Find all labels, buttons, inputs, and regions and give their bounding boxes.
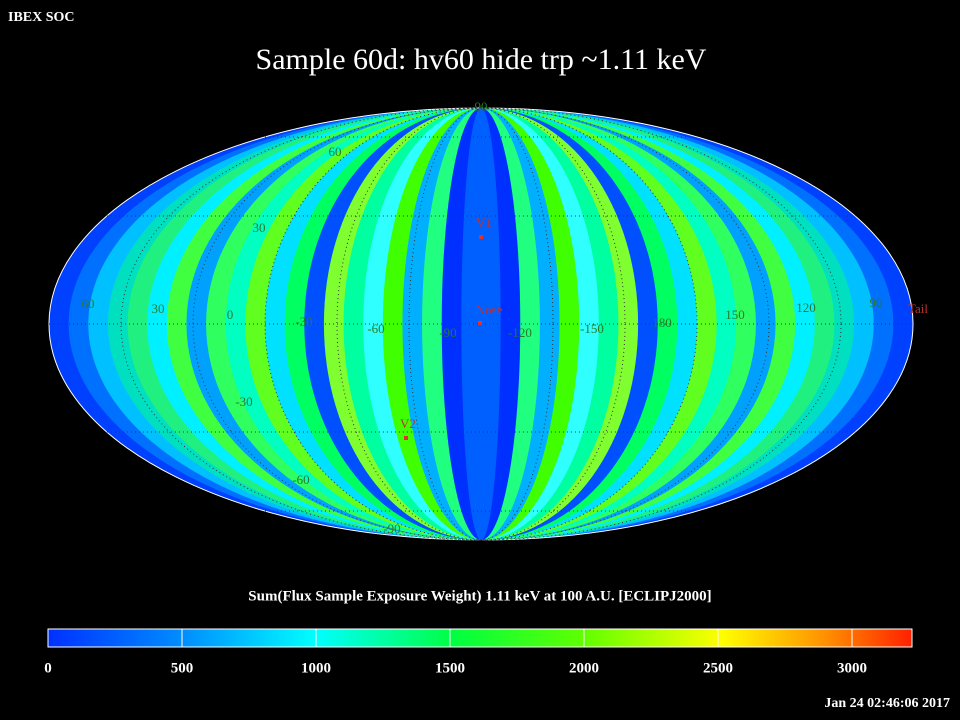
longitude-label: 150 xyxy=(725,307,745,322)
latitude-label: -90 xyxy=(383,521,400,536)
marker-label: Tail xyxy=(908,301,928,316)
colorbar-tick-label: 3000 xyxy=(837,660,867,676)
map-labels: 60 30 0 -30 -60 -90 -120 -150 180 150 120 90 90 60 30 -… xyxy=(82,99,929,536)
marker-label: V2 xyxy=(400,416,416,431)
latitude-label: 90 xyxy=(475,99,488,114)
meridian-line xyxy=(120,107,842,541)
meridian-line xyxy=(336,107,626,541)
colorbar-tick-label: 2500 xyxy=(703,660,733,676)
meridian-line xyxy=(264,107,698,541)
header: IBEX SOC xyxy=(8,10,75,25)
longitude-label: -120 xyxy=(508,325,532,340)
meridian-line xyxy=(192,107,770,541)
marker-dot xyxy=(478,321,482,325)
longitude-label: -90 xyxy=(439,325,456,340)
longitude-label: -60 xyxy=(367,321,384,336)
longitude-label: -30 xyxy=(295,314,312,329)
colorbar-tick-label: 1500 xyxy=(435,660,465,676)
latitude-label: -30 xyxy=(235,394,252,409)
longitude-label: 90 xyxy=(870,295,883,310)
colorbar-tick-label: 1000 xyxy=(301,660,331,676)
longitude-label: 30 xyxy=(152,301,165,316)
latitude-label: 30 xyxy=(253,220,266,235)
longitude-label: 120 xyxy=(796,300,816,315)
colorbar-tick-label: 2000 xyxy=(569,660,599,676)
longitude-label: 180 xyxy=(652,315,672,330)
colorbar-tick-label: 0 xyxy=(44,660,52,676)
longitude-label: -150 xyxy=(580,321,604,336)
colorbar-ticks: 0 500 1000 1500 2000 2500 3000 xyxy=(44,629,867,676)
longitude-label: 0 xyxy=(227,307,234,322)
meridian-line xyxy=(408,107,554,541)
timestamp: Jan 24 02:46:06 2017 xyxy=(824,696,950,711)
map-grid xyxy=(49,107,913,541)
latitude-label: 60 xyxy=(329,144,342,159)
marker-label: Nose xyxy=(476,302,503,317)
colorbar-label: Sum(Flux Sample Exposure Weight) 1.11 ke… xyxy=(248,588,711,604)
marker-dot xyxy=(479,235,483,239)
marker-dot xyxy=(404,436,408,440)
marker-label: V1 xyxy=(476,215,492,230)
colorbar xyxy=(47,628,913,648)
latitude-label: -60 xyxy=(292,472,309,487)
colorbar-tick-label: 500 xyxy=(171,660,194,676)
title: Sample 60d: hv60 hide trp ~1.11 keV xyxy=(256,43,707,76)
longitude-label: 60 xyxy=(82,296,95,311)
